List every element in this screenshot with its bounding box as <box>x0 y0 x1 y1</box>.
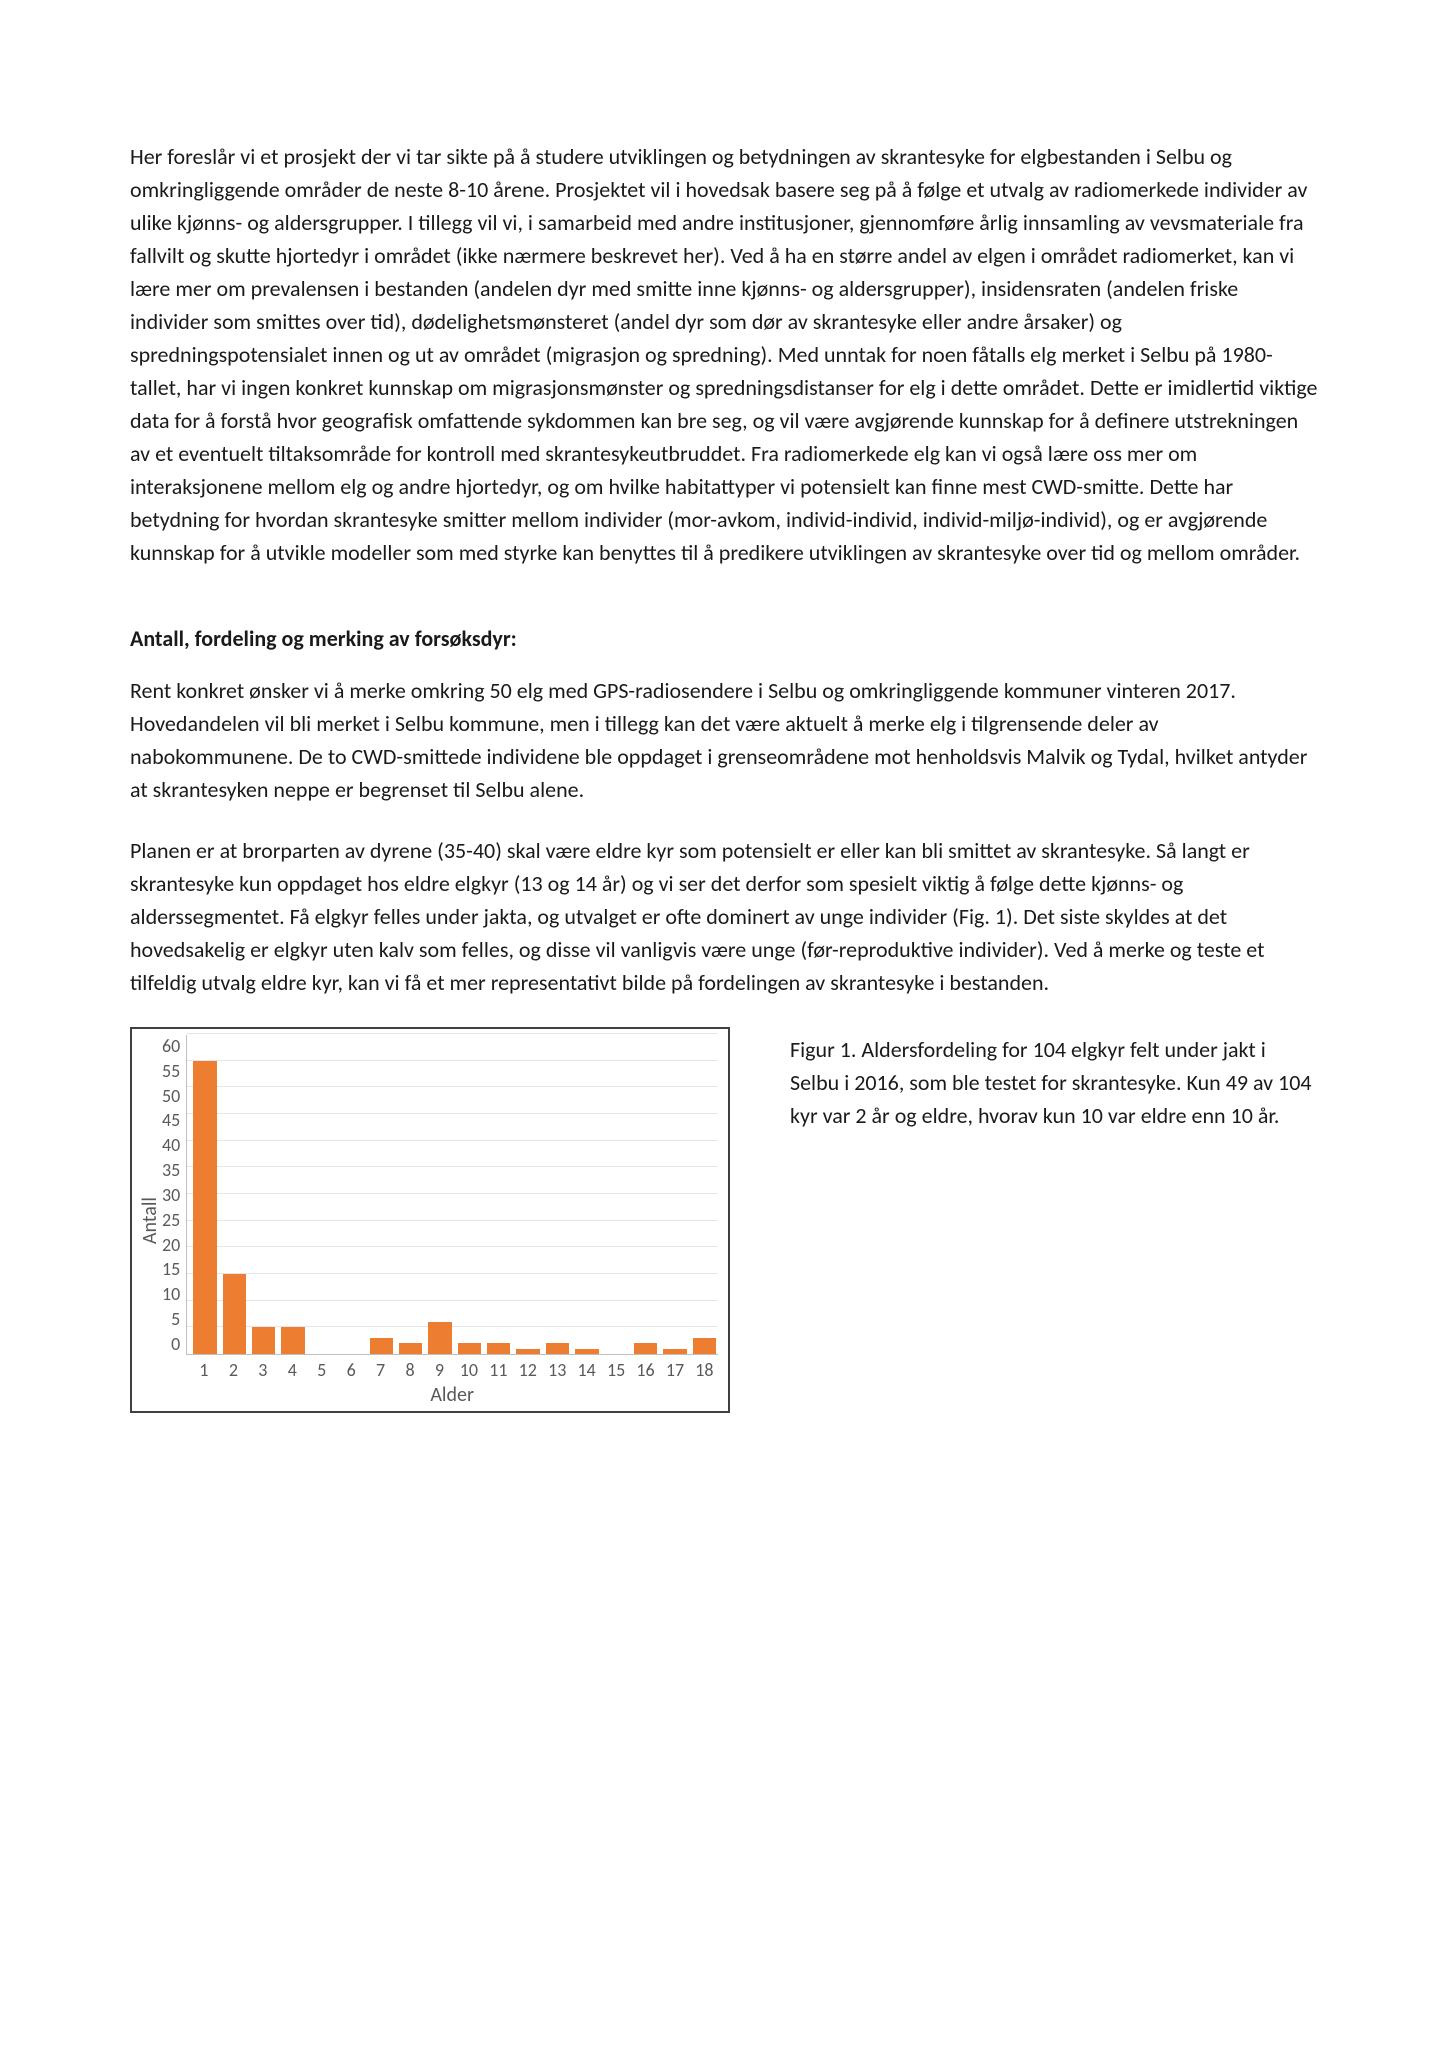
y-tick: 35 <box>162 1159 180 1181</box>
bar-1 <box>193 1061 216 1354</box>
y-tick: 55 <box>162 1060 180 1082</box>
x-tick: 10 <box>457 1359 480 1381</box>
x-tick: 1 <box>192 1359 215 1381</box>
paragraph-3: Planen er at brorparten av dyrene (35-40… <box>130 834 1318 999</box>
x-tick: 17 <box>663 1359 686 1381</box>
bar-4 <box>281 1327 304 1354</box>
bar-14 <box>575 1349 598 1354</box>
x-tick: 4 <box>281 1359 304 1381</box>
figure-caption: Figur 1. Aldersfordeling for 104 elgkyr … <box>790 1027 1318 1132</box>
x-tick: 7 <box>369 1359 392 1381</box>
y-tick: 45 <box>162 1109 180 1131</box>
y-tick: 30 <box>162 1184 180 1206</box>
bar-13 <box>546 1343 569 1354</box>
paragraph-2: Rent konkret ønsker vi å merke omkring 5… <box>130 674 1318 806</box>
y-tick: 40 <box>162 1134 180 1156</box>
x-tick: 3 <box>251 1359 274 1381</box>
plot-area <box>186 1035 718 1355</box>
x-tick: 8 <box>398 1359 421 1381</box>
x-tick: 16 <box>634 1359 657 1381</box>
y-axis-ticks: 605550454035302520151050 <box>162 1035 186 1355</box>
x-tick: 5 <box>310 1359 333 1381</box>
x-tick: 2 <box>222 1359 245 1381</box>
paragraph-1: Her foreslår vi et prosjekt der vi tar s… <box>130 140 1318 569</box>
bar-9 <box>428 1322 451 1354</box>
bar-10 <box>458 1343 481 1354</box>
x-tick: 6 <box>339 1359 362 1381</box>
x-tick: 11 <box>487 1359 510 1381</box>
bar-11 <box>487 1343 510 1354</box>
y-tick: 10 <box>162 1283 180 1305</box>
bar-3 <box>252 1327 275 1354</box>
y-tick: 25 <box>162 1209 180 1231</box>
bar-16 <box>634 1343 657 1354</box>
bar-17 <box>663 1349 686 1354</box>
y-tick: 5 <box>171 1308 180 1330</box>
chart-frame: Antall 605550454035302520151050 12345678… <box>130 1027 730 1413</box>
x-tick: 12 <box>516 1359 539 1381</box>
x-tick: 18 <box>693 1359 716 1381</box>
gridline <box>187 1033 718 1034</box>
x-axis-ticks: 123456789101112131415161718 <box>186 1359 718 1381</box>
x-axis-label: Alder <box>186 1383 718 1407</box>
x-tick: 9 <box>428 1359 451 1381</box>
bar-18 <box>693 1338 716 1354</box>
bar-2 <box>223 1274 246 1354</box>
y-tick: 60 <box>162 1035 180 1057</box>
x-tick: 14 <box>575 1359 598 1381</box>
section-heading: Antall, fordeling og merking av forsøksd… <box>130 625 1318 652</box>
y-tick: 20 <box>162 1234 180 1256</box>
bar-8 <box>399 1343 422 1354</box>
x-tick: 15 <box>604 1359 627 1381</box>
figure-1: Antall 605550454035302520151050 12345678… <box>130 1027 1318 1413</box>
y-tick: 50 <box>162 1085 180 1107</box>
bar-12 <box>516 1349 539 1354</box>
y-tick: 15 <box>162 1258 180 1280</box>
bar-7 <box>370 1338 393 1354</box>
x-tick: 13 <box>546 1359 569 1381</box>
y-tick: 0 <box>171 1333 180 1355</box>
y-axis-label: Antall <box>138 1035 162 1407</box>
